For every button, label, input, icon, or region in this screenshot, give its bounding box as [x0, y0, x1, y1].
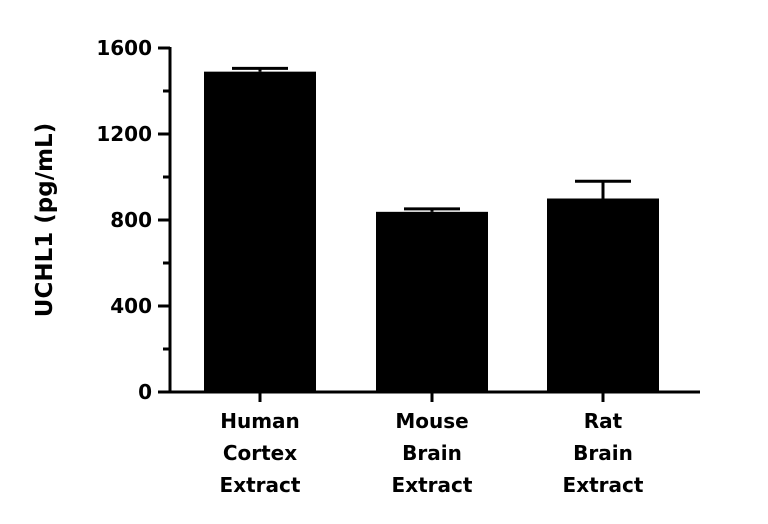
x-category-label: Extract: [392, 473, 473, 497]
x-category-label: Mouse: [395, 409, 468, 433]
x-category-label: Cortex: [223, 441, 297, 465]
x-category-label: Brain: [402, 441, 462, 465]
y-tick-label: 1200: [96, 122, 152, 146]
y-ticks-group: 0 400 800 1200 1600: [96, 36, 170, 404]
bar-3: [547, 198, 659, 392]
x-category-label: Extract: [563, 473, 644, 497]
error-bars-group: [232, 66, 631, 212]
x-category-label: Human: [220, 409, 300, 433]
y-tick-label: 800: [110, 208, 152, 232]
bars-group: [204, 71, 659, 393]
x-category-label: Rat: [584, 409, 623, 433]
x-category-label: Extract: [220, 473, 301, 497]
bar-2: [376, 211, 488, 392]
y-tick-label: 400: [110, 294, 152, 318]
y-axis-title-group: UCHL1 (pg/mL): [32, 123, 58, 317]
category-labels-group: Human Cortex Extract Mouse Brain Extract Rat Br…: [220, 409, 644, 497]
bar-1: [204, 71, 316, 393]
y-tick-label: 1600: [96, 36, 152, 60]
y-tick-label: 0: [138, 380, 152, 404]
x-category-label: Brain: [573, 441, 633, 465]
y-axis-title: UCHL1 (pg/mL): [32, 123, 58, 317]
